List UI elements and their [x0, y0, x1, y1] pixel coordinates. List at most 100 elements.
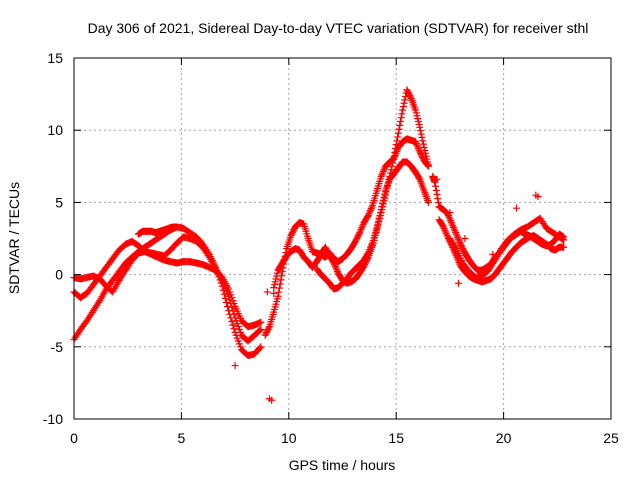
data-point: [275, 288, 283, 296]
data-point: [395, 125, 403, 133]
data-point: [432, 186, 440, 194]
data-point: [380, 193, 388, 201]
data-point: [95, 298, 103, 306]
data-point: [379, 199, 387, 207]
data-point: [331, 262, 339, 270]
data-point: [359, 222, 367, 230]
data-point: [366, 206, 374, 214]
data-point: [456, 239, 464, 247]
y-tick-label: -10: [43, 411, 63, 427]
data-point: [453, 232, 461, 240]
data-point: [274, 292, 282, 300]
data-point: [419, 137, 427, 145]
data-point: [365, 210, 373, 218]
data-point: [455, 237, 463, 245]
data-point: [376, 212, 384, 220]
data-point: [419, 140, 427, 148]
data-point: [396, 121, 404, 129]
data-point: [364, 249, 372, 257]
data-point: [276, 280, 284, 288]
data-point: [388, 162, 396, 170]
data-point: [412, 139, 420, 147]
data-point: [265, 324, 273, 332]
data-point: [356, 227, 364, 235]
data-point: [368, 203, 376, 211]
data-point: [374, 221, 382, 229]
data-point: [390, 152, 398, 160]
data-point: [394, 133, 402, 141]
data-point: [441, 226, 449, 234]
x-tick-label: 25: [603, 430, 619, 446]
data-point: [401, 96, 409, 104]
data-point: [446, 215, 454, 223]
data-point: [330, 259, 338, 267]
data-point: [229, 307, 237, 315]
data-point: [231, 362, 239, 370]
data-point: [389, 159, 397, 167]
data-point: [447, 218, 455, 226]
data-point: [374, 218, 382, 226]
y-tick-label: 0: [55, 267, 63, 283]
data-point: [379, 196, 387, 204]
data-point: [452, 228, 460, 236]
data-point: [257, 318, 265, 326]
data-point: [375, 215, 383, 223]
data-point: [364, 211, 372, 219]
chart-title: Day 306 of 2021, Sidereal Day-to-day VTE…: [88, 20, 589, 36]
data-point: [256, 326, 264, 334]
data-point: [442, 230, 450, 238]
data-point: [534, 193, 542, 201]
data-point: [225, 292, 233, 300]
y-tick-label: 15: [47, 50, 63, 66]
data-point: [377, 206, 385, 214]
data-point: [407, 93, 415, 101]
data-point: [356, 229, 364, 237]
data-point: [366, 246, 374, 254]
data-point: [230, 310, 238, 318]
x-axis-label: GPS time / hours: [289, 457, 396, 473]
data-point: [228, 303, 236, 311]
data-point: [391, 144, 399, 152]
x-tick-label: 15: [388, 430, 404, 446]
data-point: [389, 156, 397, 164]
data-point: [433, 190, 441, 198]
data-point: [230, 325, 238, 333]
data-point: [378, 202, 386, 210]
data-point: [451, 227, 459, 235]
data-point: [380, 166, 388, 174]
data-point: [461, 235, 469, 242]
data-point: [560, 243, 568, 251]
data-point: [278, 268, 286, 276]
data-point: [452, 230, 460, 238]
data-point: [365, 247, 373, 255]
data-point: [357, 225, 365, 233]
data-point: [449, 223, 457, 231]
data-point: [414, 144, 422, 152]
data-point: [366, 244, 374, 252]
data-point: [449, 222, 457, 230]
y-tick-label: 10: [47, 122, 63, 138]
data-point: [368, 241, 376, 249]
data-point: [332, 264, 340, 272]
y-tick-label: -5: [51, 339, 64, 355]
data-point: [446, 209, 454, 217]
data-point: [381, 190, 389, 198]
data-point: [268, 396, 276, 404]
data-point: [226, 296, 234, 304]
x-tick-labels: 0 5 10 15 20 25: [70, 430, 619, 446]
data-point: [398, 110, 406, 118]
data-point: [367, 205, 375, 213]
data-point: [434, 195, 442, 203]
data-point: [451, 243, 459, 251]
data-point: [391, 148, 399, 156]
data-point: [355, 230, 363, 238]
data-point: [400, 99, 408, 107]
data-point: [432, 182, 440, 190]
x-tick-label: 20: [496, 430, 512, 446]
data-point: [512, 204, 520, 212]
data-point: [440, 225, 448, 233]
data-point: [377, 172, 385, 180]
data-point: [367, 242, 375, 250]
data-point: [331, 261, 339, 269]
